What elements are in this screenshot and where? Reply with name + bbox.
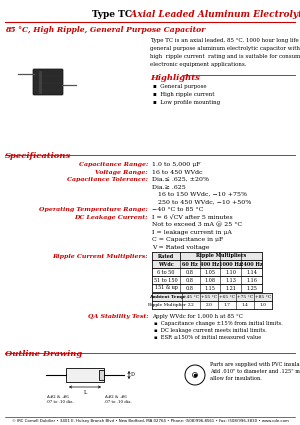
Text: QA Stability Test:: QA Stability Test: bbox=[88, 314, 148, 319]
Text: 16 to 450 WVdc: 16 to 450 WVdc bbox=[152, 170, 202, 175]
Text: ▪  Capacitance change ±15% from initial limits.: ▪ Capacitance change ±15% from initial l… bbox=[154, 321, 283, 326]
Text: Ripple Multipliers: Ripple Multipliers bbox=[196, 253, 246, 258]
Text: 1.0 to 5,000 μF: 1.0 to 5,000 μF bbox=[152, 162, 200, 167]
Text: 85 °C, High Ripple, General Purpose Capacitor: 85 °C, High Ripple, General Purpose Capa… bbox=[5, 26, 205, 34]
Text: Type TC is an axial leaded, 85 °C, 1000 hour long life: Type TC is an axial leaded, 85 °C, 1000 … bbox=[150, 38, 299, 43]
Text: 0.8: 0.8 bbox=[186, 278, 194, 283]
Text: V = Rated voltage: V = Rated voltage bbox=[152, 244, 209, 249]
Text: +65 °C: +65 °C bbox=[219, 295, 235, 299]
Text: 1.15: 1.15 bbox=[205, 286, 215, 291]
Text: high  ripple current  rating and is suitable for consumer: high ripple current rating and is suitab… bbox=[150, 54, 300, 59]
Text: Axial Leaded Aluminum Electrolytic Capacitors: Axial Leaded Aluminum Electrolytic Capac… bbox=[124, 9, 300, 19]
Text: Outline Drawing: Outline Drawing bbox=[5, 350, 82, 358]
Bar bbox=[152, 276, 262, 284]
Text: 151 & up: 151 & up bbox=[154, 286, 177, 291]
Bar bbox=[152, 268, 262, 276]
Text: Specifications: Specifications bbox=[5, 152, 71, 160]
Bar bbox=[152, 252, 262, 260]
Text: +75 °C: +75 °C bbox=[237, 295, 253, 299]
Text: 1.14: 1.14 bbox=[246, 269, 257, 275]
Bar bbox=[152, 284, 262, 292]
Text: Highlights: Highlights bbox=[150, 74, 200, 82]
Text: 2.0: 2.0 bbox=[206, 303, 212, 307]
Text: 1.4: 1.4 bbox=[242, 303, 248, 307]
Text: C = Capacitance in μF: C = Capacitance in μF bbox=[152, 237, 223, 242]
Text: 1.21: 1.21 bbox=[225, 286, 236, 291]
Text: 2400 Hz: 2400 Hz bbox=[240, 261, 263, 266]
Text: DC Leakage Current:: DC Leakage Current: bbox=[75, 215, 148, 219]
Text: 1.16: 1.16 bbox=[246, 278, 257, 283]
Bar bbox=[66, 368, 104, 382]
Text: electronic equipment applications.: electronic equipment applications. bbox=[150, 62, 247, 67]
Text: Dia.≥ .625: Dia.≥ .625 bbox=[152, 184, 186, 190]
Text: Not to exceed 3 mA @ 25 °C: Not to exceed 3 mA @ 25 °C bbox=[152, 222, 242, 227]
Text: +55 °C: +55 °C bbox=[201, 295, 217, 299]
Text: +45 °C: +45 °C bbox=[183, 295, 199, 299]
Text: 16 to 150 WVdc, −10 +75%: 16 to 150 WVdc, −10 +75% bbox=[152, 192, 247, 197]
Text: 250 to 450 WVdc, −10 +50%: 250 to 450 WVdc, −10 +50% bbox=[152, 199, 251, 204]
Text: 1.0: 1.0 bbox=[260, 303, 266, 307]
Text: I = 6 √CV after 5 minutes: I = 6 √CV after 5 minutes bbox=[152, 215, 233, 220]
Text: Voltage Range:: Voltage Range: bbox=[95, 170, 148, 175]
Text: Parts are supplied with PVC insulating sleeve.: Parts are supplied with PVC insulating s… bbox=[210, 362, 300, 367]
Text: Capacitance Tolerance:: Capacitance Tolerance: bbox=[67, 177, 148, 182]
Text: Add .010" to diameter and .125" max to length to: Add .010" to diameter and .125" max to l… bbox=[210, 369, 300, 374]
Bar bbox=[99, 370, 104, 380]
Text: Type TC: Type TC bbox=[92, 9, 132, 19]
Text: A.#2 & .#6
.07 to .10 dia.: A.#2 & .#6 .07 to .10 dia. bbox=[46, 395, 74, 404]
Text: ▪  Low profile mounting: ▪ Low profile mounting bbox=[153, 100, 220, 105]
Text: 6 to 50: 6 to 50 bbox=[157, 269, 175, 275]
Text: ▪  ESR ≤150% of initial measured value: ▪ ESR ≤150% of initial measured value bbox=[154, 335, 261, 340]
Text: +85 °C: +85 °C bbox=[255, 295, 271, 299]
Text: ▪  DC leakage current meets initial limits.: ▪ DC leakage current meets initial limit… bbox=[154, 328, 267, 333]
Text: 2.2: 2.2 bbox=[188, 303, 194, 307]
Text: Capacitance Range:: Capacitance Range: bbox=[79, 162, 148, 167]
Text: © IRC Cornell Dubilier • 3401 E. Hulsey Branch Blvd • New Bedford, MA 02764 • Ph: © IRC Cornell Dubilier • 3401 E. Hulsey … bbox=[12, 419, 288, 423]
Text: 400 Hz: 400 Hz bbox=[200, 261, 220, 266]
Text: 0.8: 0.8 bbox=[186, 269, 194, 275]
Text: 1.7: 1.7 bbox=[224, 303, 230, 307]
Text: ▪  General purpose: ▪ General purpose bbox=[153, 84, 207, 89]
Text: 51 to 150: 51 to 150 bbox=[154, 278, 178, 283]
Text: 1.25: 1.25 bbox=[246, 286, 257, 291]
Bar bbox=[152, 301, 272, 309]
Text: WVdc: WVdc bbox=[158, 261, 174, 266]
Text: Rated: Rated bbox=[158, 253, 174, 258]
Text: 1000 Hz: 1000 Hz bbox=[219, 261, 242, 266]
Text: A.#2 & .#6
.07 to .10 dia.: A.#2 & .#6 .07 to .10 dia. bbox=[104, 395, 132, 404]
Bar bbox=[152, 293, 272, 301]
Text: Ripple Current Multipliers:: Ripple Current Multipliers: bbox=[52, 254, 148, 259]
Text: 0.8: 0.8 bbox=[186, 286, 194, 291]
Text: 1.13: 1.13 bbox=[225, 278, 236, 283]
Text: ▪  High ripple current: ▪ High ripple current bbox=[153, 92, 214, 97]
Text: Dia.≤ .625, ±20%: Dia.≤ .625, ±20% bbox=[152, 177, 209, 182]
Text: Operating Temperature Range:: Operating Temperature Range: bbox=[39, 207, 148, 212]
Text: 1.10: 1.10 bbox=[225, 269, 236, 275]
Text: Apply WVdc for 1,000 h at 85 °C: Apply WVdc for 1,000 h at 85 °C bbox=[152, 314, 243, 319]
Text: general purpose aluminum electrolytic capacitor with a: general purpose aluminum electrolytic ca… bbox=[150, 46, 300, 51]
Text: Ripple Multiplier: Ripple Multiplier bbox=[148, 303, 186, 307]
FancyBboxPatch shape bbox=[33, 69, 63, 95]
Text: −40 °C to 85 °C: −40 °C to 85 °C bbox=[152, 207, 203, 212]
Text: allow for insulation.: allow for insulation. bbox=[210, 376, 262, 381]
Text: 1.05: 1.05 bbox=[205, 269, 215, 275]
Text: D: D bbox=[131, 372, 135, 377]
Text: L: L bbox=[83, 390, 87, 395]
Text: Ambient Temp.: Ambient Temp. bbox=[149, 295, 185, 299]
Text: 60 Hz: 60 Hz bbox=[182, 261, 198, 266]
Text: I = leakage current in μA: I = leakage current in μA bbox=[152, 230, 232, 235]
Bar bbox=[152, 260, 262, 268]
Text: 1.08: 1.08 bbox=[204, 278, 216, 283]
